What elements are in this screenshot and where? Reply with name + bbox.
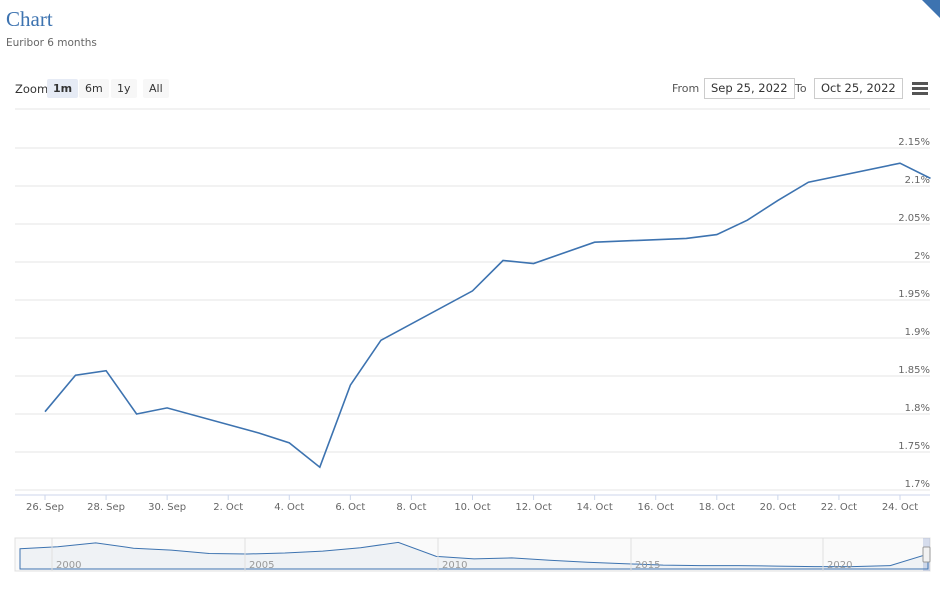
zoom-label: Zoom: [15, 82, 49, 96]
from-date-input[interactable]: Sep 25, 2022: [704, 78, 795, 99]
corner-decoration: [922, 0, 940, 18]
x-tick-label: 22. Oct: [821, 502, 857, 513]
from-label: From: [672, 82, 700, 95]
navigator-year-label: 2005: [249, 560, 274, 571]
navigator-year-label: 2000: [56, 560, 81, 571]
y-tick-label: 1.85%: [898, 365, 930, 376]
y-tick-label: 1.8%: [905, 403, 930, 414]
y-tick-label: 1.95%: [898, 289, 930, 300]
y-tick-label: 1.7%: [905, 479, 930, 490]
chart-subtitle: Euribor 6 months: [6, 37, 97, 49]
navigator-background: [14, 537, 931, 572]
x-tick-label: 30. Sep: [148, 502, 186, 513]
y-tick-label: 1.9%: [905, 327, 930, 338]
y-tick-label: 2.15%: [898, 137, 930, 148]
x-tick-label: 28. Sep: [87, 502, 125, 513]
navigator-year-label: 2010: [442, 560, 467, 571]
zoom-1y-button[interactable]: 1y: [111, 79, 137, 98]
to-date-input[interactable]: Oct 25, 2022: [814, 78, 903, 99]
x-tick-label: 8. Oct: [396, 502, 426, 513]
zoom-6m-button[interactable]: 6m: [79, 79, 109, 98]
navigator-year-label: 2015: [635, 560, 660, 571]
y-tick-label: 2.1%: [905, 175, 930, 186]
x-tick-label: 10. Oct: [454, 502, 490, 513]
x-tick-label: 18. Oct: [699, 502, 735, 513]
x-tick-label: 12. Oct: [515, 502, 551, 513]
x-tick-label: 24. Oct: [882, 502, 918, 513]
x-tick-label: 26. Sep: [26, 502, 64, 513]
y-tick-label: 2.05%: [898, 213, 930, 224]
zoom-all-button[interactable]: All: [143, 79, 169, 98]
navigator: 2000 2005 2010 2015 2020: [14, 537, 931, 572]
hamburger-menu-icon[interactable]: [912, 82, 928, 96]
x-tick-label: 16. Oct: [638, 502, 674, 513]
to-label: To: [795, 82, 807, 95]
navigator-year-label: 2020: [827, 560, 852, 571]
navigator-series: [19, 541, 929, 570]
y-axis-ticks: 1.7% 1.75% 1.8% 1.85% 1.9% 1.95% 2% 2.05% 2.1% 2.…: [898, 137, 930, 490]
chart-title: Chart: [6, 7, 53, 31]
grid-lines: [15, 147, 930, 491]
y-tick-label: 1.75%: [898, 441, 930, 452]
x-axis-ticks: 26. Sep 28. Sep 30. Sep 2. Oct 4. Oct 6. Oct 8…: [26, 495, 918, 513]
navigator-handle: [922, 546, 931, 563]
x-tick-label: 4. Oct: [274, 502, 304, 513]
x-tick-label: 2. Oct: [213, 502, 243, 513]
euribor-series-line: [44, 162, 931, 469]
navigator-selection: [923, 538, 930, 571]
x-tick-label: 14. Oct: [576, 502, 612, 513]
x-tick-label: 20. Oct: [760, 502, 796, 513]
zoom-1m-button[interactable]: 1m: [47, 79, 79, 98]
y-tick-label: 2%: [914, 251, 930, 262]
x-tick-label: 6. Oct: [335, 502, 365, 513]
